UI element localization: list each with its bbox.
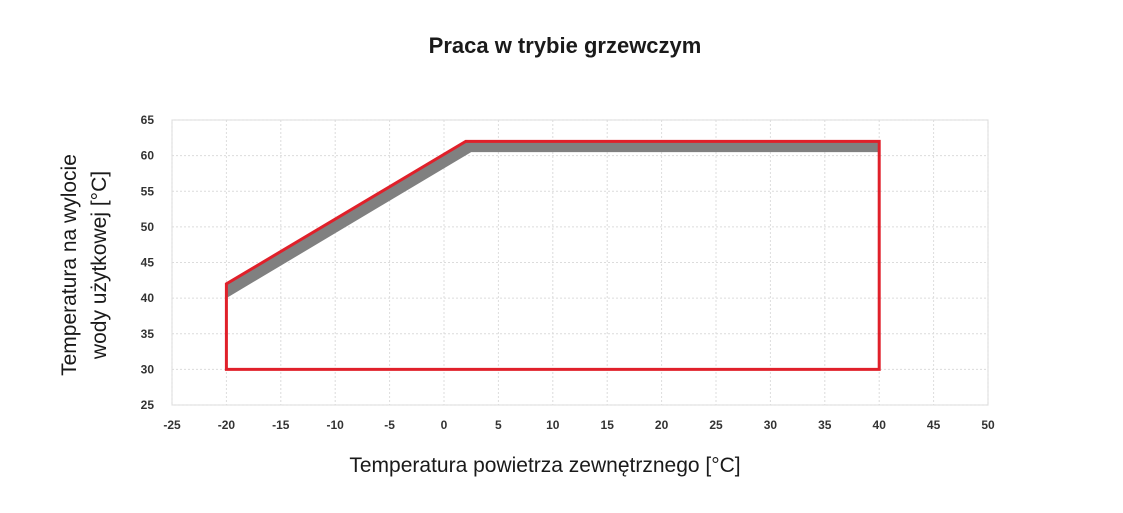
x-tick-label: 40 xyxy=(873,418,887,432)
y-tick-label: 30 xyxy=(141,362,155,376)
y-tick-label: 25 xyxy=(141,398,155,412)
y-tick-label: 60 xyxy=(141,149,155,163)
x-tick-label: 30 xyxy=(764,418,778,432)
y-tick-label: 40 xyxy=(141,291,155,305)
x-tick-label: -15 xyxy=(272,418,290,432)
operating-band xyxy=(226,141,880,299)
y-axis-label-line-1: Temperatura na wylocie xyxy=(58,154,81,376)
grid-lines xyxy=(171,119,989,406)
x-tick-label: -20 xyxy=(218,418,236,432)
x-tick-label: 0 xyxy=(441,418,448,432)
y-tick-label: 55 xyxy=(141,184,155,198)
x-tick-label: 50 xyxy=(981,418,995,432)
x-tick-label: 45 xyxy=(927,418,941,432)
operating-envelope xyxy=(224,139,881,371)
x-axis-label: Temperatura powietrza zewnętrznego [°C] xyxy=(349,454,740,477)
y-tick-label: 35 xyxy=(141,327,155,341)
x-tick-label: 15 xyxy=(601,418,615,432)
x-tick-label: -5 xyxy=(384,418,395,432)
x-tick-label: 10 xyxy=(546,418,560,432)
y-tick-label: 50 xyxy=(141,220,155,234)
tick-labels: -25 -20 -15 -10 -5 0 5 10 15 20 25 30 35 40 45 50 25 30 35… xyxy=(141,113,995,432)
x-tick-label: 35 xyxy=(818,418,832,432)
x-tick-label: 20 xyxy=(655,418,669,432)
chart-title: Praca w trybie grzewczym xyxy=(428,33,702,58)
y-axis-label-line-2: wody użytkowej [°C] xyxy=(88,171,111,360)
data-layer xyxy=(224,139,881,371)
y-tick-label: 65 xyxy=(141,113,155,127)
x-tick-label: 25 xyxy=(709,418,723,432)
x-tick-label: -10 xyxy=(327,418,345,432)
y-tick-label: 45 xyxy=(141,256,155,270)
x-tick-label: 5 xyxy=(495,418,502,432)
x-tick-label: -25 xyxy=(163,418,181,432)
